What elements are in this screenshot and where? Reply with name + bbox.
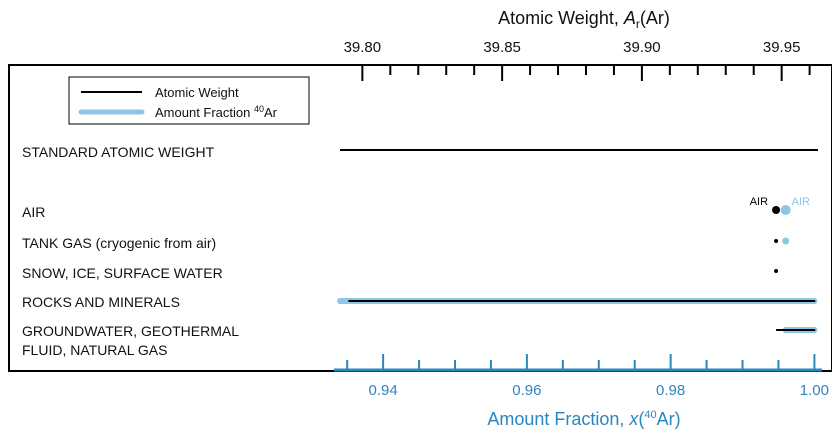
bottom-axis-title: Amount Fraction, x(40Ar) xyxy=(487,409,680,429)
top-tick-label: 39.95 xyxy=(763,39,801,56)
atomic-weight-point xyxy=(772,206,781,214)
atomic-weight-point xyxy=(774,269,779,273)
category-label: FLUID, NATURAL GAS xyxy=(22,342,167,358)
category-label: SNOW, ICE, SURFACE WATER xyxy=(22,265,223,281)
amount-fraction-point xyxy=(780,205,791,215)
amount-fraction-point xyxy=(782,237,790,245)
legend-label-amount-fraction: Amount Fraction 40Ar xyxy=(155,104,278,120)
top-tick-label: 39.85 xyxy=(483,39,521,56)
atomic-weight-point-label: AIR xyxy=(750,196,768,208)
legend: Atomic Weight Amount Fraction 40Ar xyxy=(68,76,310,125)
amount-fraction-point-label: AIR xyxy=(792,196,810,208)
bottom-axis: 0.94 0.96 0.98 1.00 xyxy=(334,354,829,399)
top-tick-label: 39.90 xyxy=(623,39,661,56)
bottom-tick-label: 0.98 xyxy=(656,382,685,399)
bottom-tick-label: 0.94 xyxy=(369,382,398,399)
legend-box xyxy=(68,76,310,125)
category-label: GROUNDWATER, GEOTHERMAL xyxy=(22,323,239,339)
bottom-tick-label: 1.00 xyxy=(800,382,829,399)
category-label: ROCKS AND MINERALS xyxy=(22,294,180,310)
category-labels: STANDARD ATOMIC WEIGHT AIR TANK GAS (cryog… xyxy=(22,144,239,358)
top-axis: 39.80 39.85 39.90 39.95 xyxy=(344,39,811,81)
top-tick-label: 39.80 xyxy=(344,39,382,56)
top-axis-title: Atomic Weight, Ar(Ar) xyxy=(498,8,670,31)
category-label: TANK GAS (cryogenic from air) xyxy=(22,235,216,251)
bottom-tick-label: 0.96 xyxy=(512,382,541,399)
atomic-weight-point xyxy=(774,239,779,243)
category-label: AIR xyxy=(22,204,45,220)
legend-label-atomic-weight: Atomic Weight xyxy=(155,85,239,100)
data-marks: AIR AIR xyxy=(337,149,818,333)
category-label: STANDARD ATOMIC WEIGHT xyxy=(22,144,215,160)
